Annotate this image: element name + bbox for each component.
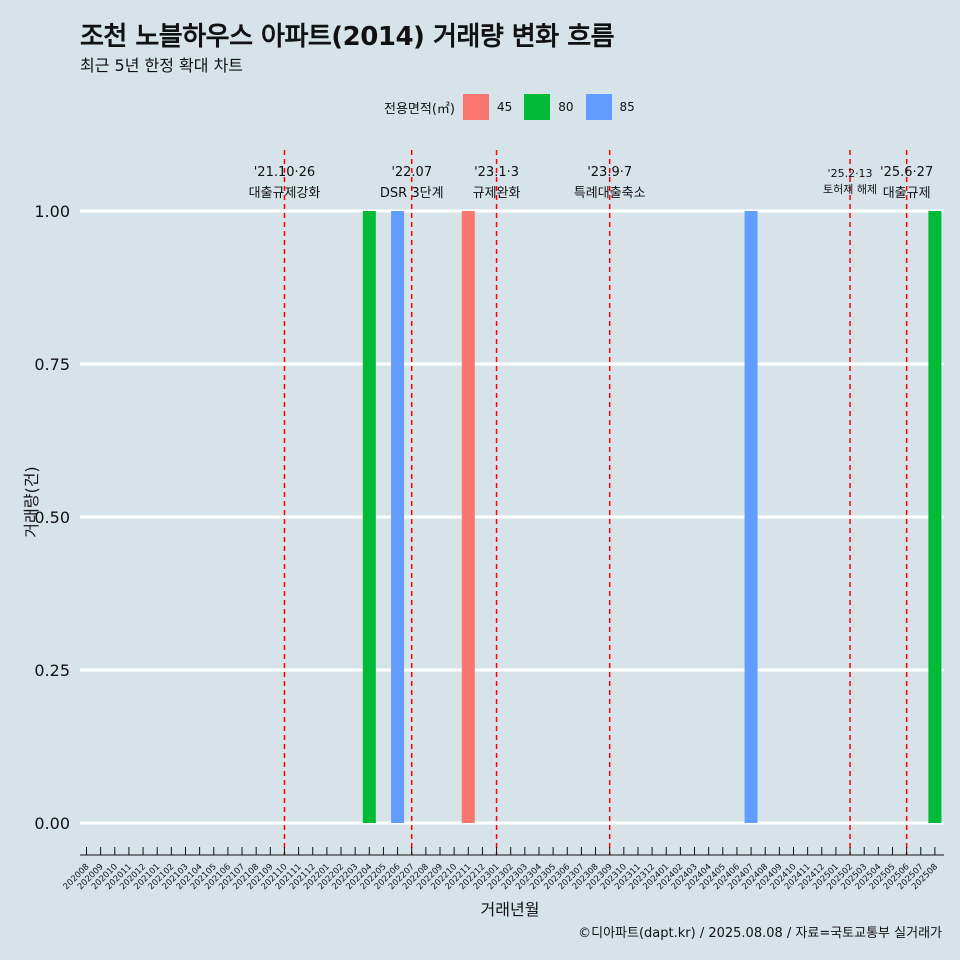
event-label: 규제완화 bbox=[473, 186, 521, 201]
event-label: 특례대출축소 bbox=[574, 186, 646, 201]
event-date: '23.9·7 bbox=[587, 165, 632, 180]
bar-202204 bbox=[362, 211, 376, 823]
chart-subtitle: 최근 5년 한정 확대 차트 bbox=[80, 56, 244, 75]
legend-item-85: 85 bbox=[585, 94, 641, 120]
legend: 전용면적(㎡) 45 80 85 bbox=[384, 93, 647, 121]
event-label: 대출규제강화 bbox=[249, 186, 321, 201]
y-tick-label: 1.00 bbox=[34, 202, 70, 221]
event-label: 토허제 해제 bbox=[823, 182, 877, 196]
legend-title: 전용면적(㎡) bbox=[384, 101, 455, 117]
event-date: '25.6·27 bbox=[880, 165, 933, 180]
legend-label-85: 85 bbox=[619, 100, 635, 114]
legend-label-80: 80 bbox=[558, 100, 574, 114]
legend-swatch-80 bbox=[524, 94, 551, 120]
event-label: 대출규제 bbox=[883, 186, 931, 201]
bar-202508 bbox=[928, 211, 942, 823]
bar-202206 bbox=[391, 211, 405, 823]
caption: ©디아파트(dapt.kr) / 2025.08.08 / 자료=국토교통부 실… bbox=[578, 926, 942, 941]
bar-202407 bbox=[744, 211, 758, 823]
y-tick-label: 0.50 bbox=[34, 508, 70, 527]
x-axis-title: 거래년월 bbox=[480, 900, 540, 919]
legend-swatch-85 bbox=[585, 94, 612, 120]
bar-202211 bbox=[461, 211, 475, 823]
legend-item-45: 45 bbox=[462, 94, 518, 120]
legend-label-45: 45 bbox=[496, 100, 513, 114]
chart-title: 조천 노블하우스 아파트(2014) 거래량 변화 흐름 bbox=[80, 22, 615, 52]
event-date: '22.07 bbox=[391, 165, 432, 180]
legend-swatch-45 bbox=[462, 94, 489, 120]
y-tick-label: 0.75 bbox=[34, 355, 70, 374]
legend-item-80: 80 bbox=[524, 94, 579, 120]
y-tick-label: 0.25 bbox=[34, 661, 70, 680]
y-axis-title: 거래량(건) bbox=[22, 466, 41, 538]
event-label: DSR 3단계 bbox=[380, 186, 444, 201]
y-tick-label: 0.00 bbox=[34, 814, 70, 833]
event-date: '23.1·3 bbox=[474, 165, 519, 180]
event-date: '25.2·13 bbox=[828, 167, 873, 180]
event-date: '21.10·26 bbox=[254, 165, 315, 180]
